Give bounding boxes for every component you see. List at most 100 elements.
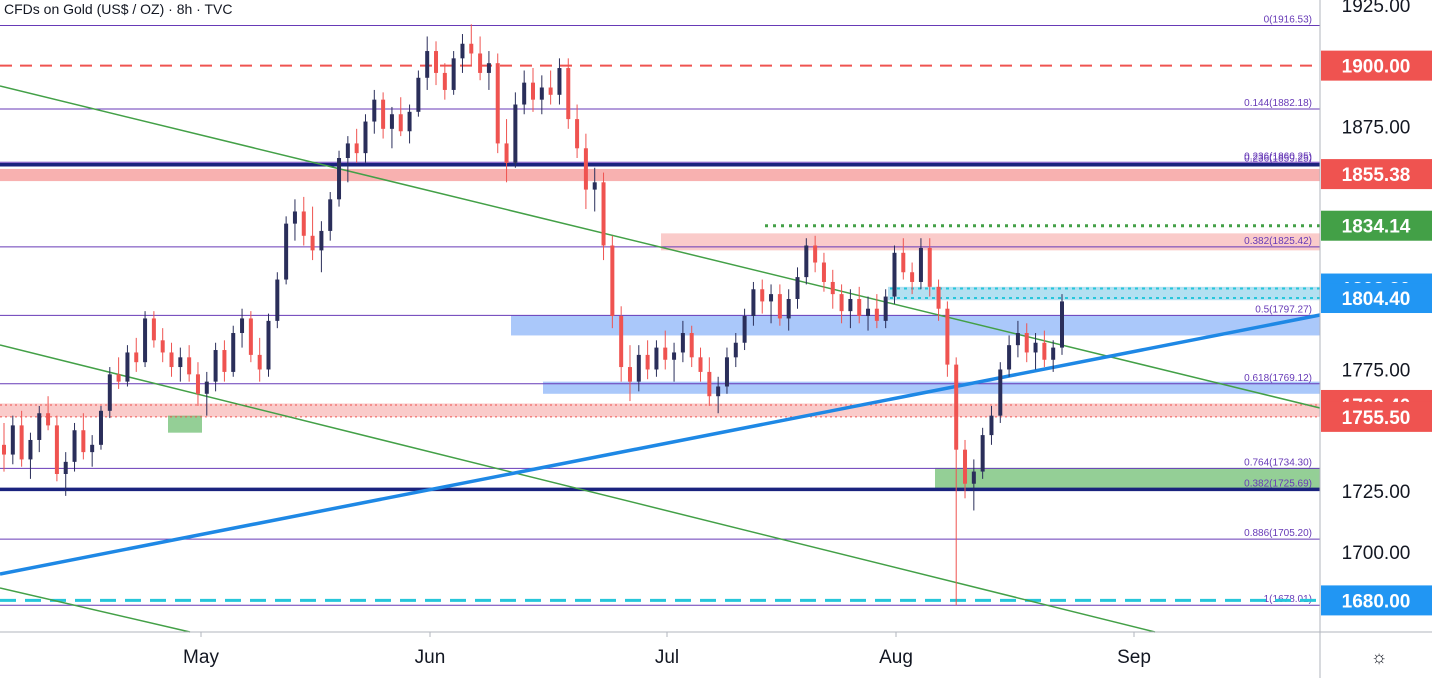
candle [19,410,24,467]
candle [389,106,394,149]
candle-body [724,357,729,387]
candle [866,296,871,331]
price-label-box [1321,159,1432,190]
candle [654,340,659,377]
candle-body [522,82,527,105]
candle [1033,333,1038,370]
candle [337,150,342,207]
price-label: 1804.40 [1342,289,1411,310]
candle-body [601,182,606,246]
candle [248,311,253,363]
candle-body [434,51,439,73]
price-label: 1900.00 [1342,57,1411,78]
candle [275,272,280,329]
candle-body [240,318,245,334]
candle-body [733,342,738,358]
candle [328,192,333,241]
candle [1007,335,1012,377]
candle [821,252,826,292]
candle-body [813,245,818,263]
candle-body [777,294,782,319]
candle [504,119,509,183]
candle-body [998,369,1003,416]
resistance-zone [0,403,1320,417]
price-label: 1755.50 [1342,408,1411,429]
candle-body [372,99,377,122]
trend-line [0,587,191,633]
candle-body [363,121,368,154]
candle-body [204,381,209,394]
candle-body [151,318,156,341]
candle [830,269,835,309]
candle [672,342,677,382]
candle [1042,330,1047,368]
fib-label: 0.5(1797.27) [1255,304,1312,315]
candle-body [901,252,906,273]
x-tick-label: Jul [655,647,679,668]
candle [583,133,588,210]
gear-icon[interactable]: ☼ [1370,647,1388,667]
candle [892,245,897,304]
candle [663,330,668,370]
candle [539,75,544,115]
candle-body [195,374,200,394]
candle-body [636,354,641,382]
candle-body [301,211,306,236]
candle-body [98,410,103,445]
candle [513,92,518,168]
candle-body [645,354,650,370]
candle [301,196,306,246]
candle [231,325,236,377]
candle-body [187,357,192,375]
resistance-zone [661,233,1320,251]
candle-body [1024,333,1029,353]
candle-body [486,63,491,73]
candle-body [575,119,580,149]
candle [971,459,976,511]
candle-body [292,211,297,224]
candle-body [222,350,227,372]
candle-body [857,298,862,316]
candle-body [504,143,509,163]
candle [204,371,209,416]
candle-body [90,444,95,453]
candle-body [866,308,871,316]
candle-body [284,223,289,280]
candle-body [672,352,677,360]
candle-body [566,68,571,120]
candle [354,128,359,163]
candle [963,439,968,499]
candle [636,345,641,392]
fib-label: 0.236(1860.25) [1244,151,1312,162]
candle [442,63,447,100]
candle-body [2,444,6,455]
fib-label: 0.886(1705.20) [1244,528,1312,539]
candle [689,325,694,368]
candle-body [319,230,324,251]
fib-label: 0.382(1825.42) [1244,236,1312,247]
support-zone [543,381,1320,394]
candle-body [839,294,844,312]
candle [724,347,729,394]
candle-body [548,87,553,95]
candle [1015,320,1020,358]
candle-body [460,43,465,59]
y-tick-label: 1700.00 [1342,543,1411,564]
candle [116,357,121,389]
candle [460,34,465,73]
candle [451,51,456,95]
candle-body [407,111,412,132]
candle-body [266,320,271,370]
price-label-box [1321,401,1432,432]
candle [751,281,756,326]
candle [81,413,86,460]
candle [980,427,985,479]
candle-body [513,104,518,163]
candle [125,345,130,387]
candle-body [328,199,333,231]
candle [927,238,932,297]
candle-body [1042,342,1047,360]
candle [936,279,941,321]
candle-body [381,99,386,129]
